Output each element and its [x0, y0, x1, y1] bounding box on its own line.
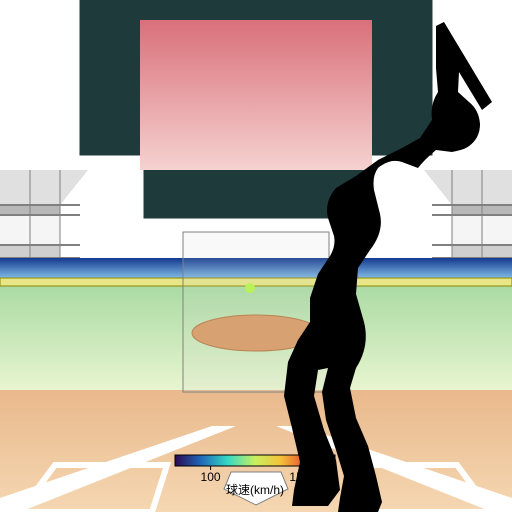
pitch-location-diagram: 100150 球速(km/h): [0, 0, 512, 512]
scoreboard-screen: [140, 20, 372, 170]
colorbar-label: 球速(km/h): [226, 483, 284, 497]
pitch-locations: [245, 283, 255, 293]
stand-seat-top-left: [0, 170, 88, 205]
colorbar-tick-label: 100: [201, 470, 221, 484]
pitch-dot: [245, 283, 255, 293]
stand-seat-top-right: [424, 170, 512, 205]
